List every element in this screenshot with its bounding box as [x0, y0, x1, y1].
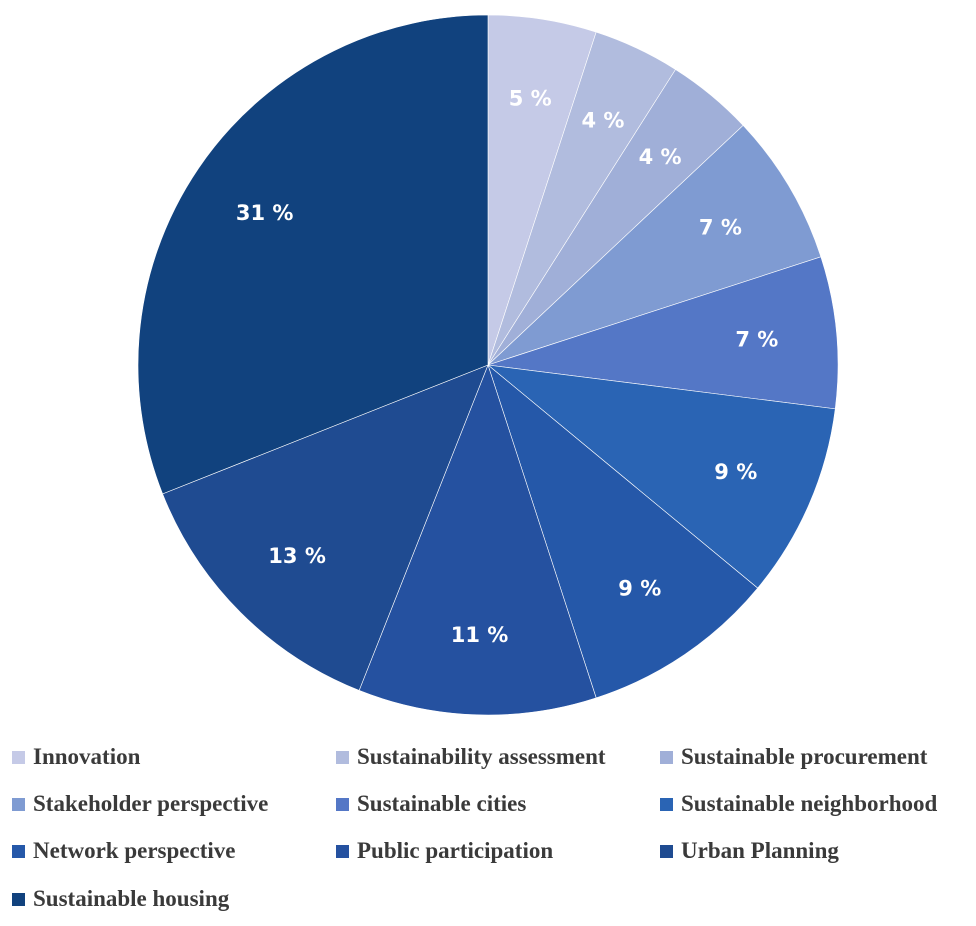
legend-swatch [12, 750, 25, 764]
legend-swatch [336, 750, 349, 764]
pie-slice-public-participation [358, 364, 597, 716]
legend-label: Urban Planning [681, 838, 839, 863]
pie-slices [137, 14, 839, 716]
legend-label: Sustainability assessment [357, 744, 606, 769]
legend-item: Sustainable cities [336, 789, 526, 819]
slice-value-label: 7 % [735, 328, 778, 352]
legend-swatch [12, 844, 25, 858]
legend-item: Innovation [12, 742, 140, 772]
slice-value-label: 31 % [236, 201, 294, 225]
legend-swatch [12, 797, 25, 811]
legend-label: Sustainable housing [33, 886, 230, 911]
slice-value-label: 13 % [268, 544, 326, 568]
legend-swatch [12, 892, 25, 906]
legend-item: Public participation [336, 836, 553, 866]
legend-swatch [660, 797, 673, 811]
pie-slice-urban-planning [162, 364, 489, 691]
pie-slice-network-perspective [487, 364, 759, 699]
pie-chart: 5 % 4 % 4 % 7 % 7 % 9 % 9 % 11 % 13 % 31 % [137, 14, 839, 716]
pie-slice-sustainable-neighborhood [487, 364, 836, 589]
legend-swatch [660, 750, 673, 764]
legend-label: Stakeholder perspective [33, 791, 269, 816]
pie-slice-sustainable-cities [487, 256, 839, 410]
legend-item: Network perspective [12, 836, 235, 866]
slice-value-label: 4 % [639, 145, 682, 169]
pie-slice-stakeholder-perspective [487, 124, 822, 366]
legend-item: Sustainable neighborhood [660, 789, 937, 819]
pie-slice-labels: 5 % 4 % 4 % 7 % 7 % 9 % 9 % 11 % 13 % 31 % [236, 86, 778, 647]
slice-value-label: 9 % [618, 576, 661, 600]
legend-swatch [660, 844, 673, 858]
legend-item: Sustainable housing [12, 884, 229, 914]
slice-value-label: 7 % [699, 216, 742, 240]
legend-label: Public participation [357, 838, 554, 863]
legend-label: Sustainable procurement [681, 744, 928, 769]
legend-label: Innovation [33, 744, 141, 769]
slice-value-label: 4 % [581, 109, 624, 133]
pie-slice-sustainable-housing [137, 14, 489, 495]
legend-swatch [336, 844, 349, 858]
legend-item: Stakeholder perspective [12, 789, 268, 819]
legend-item: Sustainable procurement [660, 742, 927, 772]
slice-value-label: 5 % [509, 86, 552, 110]
slice-value-label: 11 % [451, 623, 509, 647]
legend-item: Urban Planning [660, 836, 839, 866]
legend-item: Sustainability assessment [336, 742, 606, 772]
legend-label: Sustainable neighborhood [681, 791, 938, 816]
legend-label: Sustainable cities [357, 791, 527, 816]
slice-value-label: 9 % [714, 460, 757, 484]
legend-swatch [336, 797, 349, 811]
legend-label: Network perspective [33, 838, 236, 863]
